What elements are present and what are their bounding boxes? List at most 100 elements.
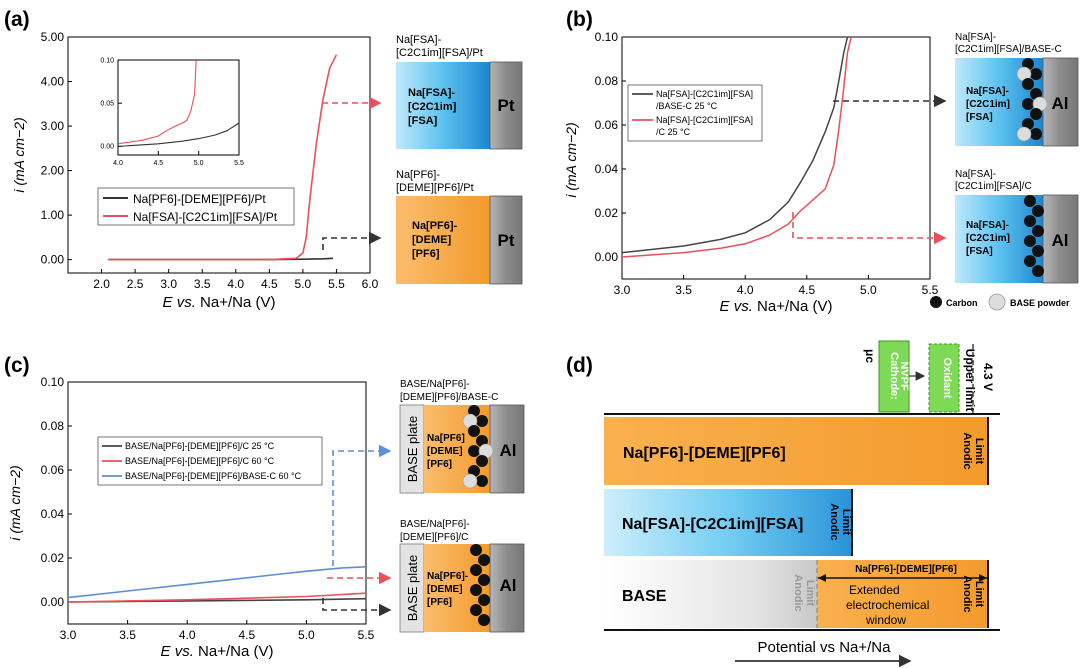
- panel-b-legend-0b: /BASE-C 25 °C: [656, 101, 718, 111]
- panel-a-cell-top-text-1: [C2C1im]: [408, 101, 457, 113]
- panel-b-x-tick-label: 5.0: [860, 283, 877, 297]
- panel-c-cell-top-metal: Al: [500, 441, 517, 460]
- panel-a-inset-y-tick-label: 0.10: [100, 57, 114, 64]
- panel-b-y-tick-label: 0.08: [595, 74, 619, 88]
- panel-c-x-tick-label: 3.0: [60, 628, 77, 642]
- panel-c-y-label: i (mA cm−2): [7, 465, 23, 540]
- panel-b-cell-bottom-text-0: Na[FSA]-: [966, 220, 1009, 231]
- panel-a-cell-top-electrode: [489, 61, 523, 150]
- panel-a-series: [108, 54, 338, 261]
- panel-c-letter: (c): [4, 354, 30, 377]
- panel-a-x-ticks: 2.0 2.5 3.0 3.5 4.0 4.5 5.0 5.5 6.0: [93, 269, 379, 291]
- bar-base-label: BASE: [622, 588, 667, 605]
- panel-c-plot-frame: [67, 381, 367, 625]
- panel-b-y-ticks: 0.00 0.02 0.04 0.06 0.08 0.10: [595, 30, 626, 264]
- panel-b-y-label: i (mA cm−2): [563, 122, 579, 197]
- base-powder-particle: [1016, 126, 1032, 142]
- panel-c-cell-bottom-metal: Al: [500, 576, 517, 595]
- carbon-particle: [468, 445, 480, 457]
- panel-c-cell-bottom-text-0: Na[PF6]-: [427, 571, 468, 582]
- panel-a-cell-bottom-title-1: [DEME][PF6]/Pt: [396, 182, 474, 194]
- panel-c-x-label: E vs. Na+/Na (V): [161, 643, 274, 660]
- panel-b-series-0-line: [621, 36, 849, 254]
- panel-a-inset-y-tick-label: 0.00: [100, 144, 114, 151]
- panel-a-inset-x-tick-label: 5.5: [234, 160, 244, 167]
- potential-axis-label: Potential vs Na+/Na: [758, 639, 892, 656]
- panel-c-legend-1: BASE/Na[PF6]-[DEME][PF6]/C 60 °C: [125, 456, 275, 466]
- panel-a-cell-top-text-2: [FSA]: [408, 115, 438, 127]
- panel-a-inset-series-1-line: [117, 59, 197, 145]
- panel-a-plot-frame: [67, 36, 371, 274]
- panel-c-series-1-line: [67, 592, 367, 603]
- panel-c-x-tick-label: 4.5: [238, 628, 255, 642]
- panel-b-legend-0a: Na[FSA]-[C2C1im][FSA]: [656, 89, 753, 99]
- panel-c-cell-top-plate-label: BASE plate: [405, 416, 420, 483]
- panel-c-cell-bottom-plate: [399, 543, 425, 633]
- panel-c-cell-top-title-1: [DEME][PF6]/BASE-C: [400, 392, 498, 403]
- panel-b-x-tick-label: 4.5: [798, 283, 815, 297]
- carbon-particle: [1030, 68, 1042, 80]
- panel-b-y-tick-label: 0.04: [595, 162, 619, 176]
- panel-a-x-tick-label: 5.0: [295, 277, 312, 291]
- panel-c-cell-top-particles: [462, 405, 494, 489]
- panel-b-x-tick-label: 3.0: [614, 283, 631, 297]
- carbon-particle: [478, 554, 490, 566]
- carbon-particle: [470, 604, 482, 616]
- panel-a-cell-top-electrolyte: [396, 62, 490, 149]
- bar-base-grey-limit-0: Anodic: [792, 574, 804, 611]
- carbon-particle: [470, 544, 482, 556]
- panel-c-cell-bottom-title-1: [DEME][PF6]/C: [400, 532, 468, 543]
- upper-limit-label: Upper limit: [963, 349, 977, 412]
- bar-base-limit-1: Limit: [973, 581, 985, 608]
- panel-b-cell-top-text-1: [C2C1im]: [966, 99, 1010, 110]
- carbon-particle: [1032, 265, 1044, 277]
- panel-c-legend: [97, 436, 323, 486]
- panel-a-cell-bottom-electrolyte: [396, 196, 490, 284]
- base-powder-particle: [462, 473, 478, 489]
- panel-a-cell-bottom-electrode: [489, 195, 523, 285]
- panel-b-cell-bottom-title-1: [C2C1im][FSA]/C: [955, 181, 1032, 192]
- panel-b-cell-bottom-particles: [1024, 195, 1044, 277]
- carbon-particle: [476, 475, 488, 487]
- cathode-nvpf-label: NVPF: [898, 361, 910, 391]
- carbon-key-label: Carbon: [946, 298, 978, 308]
- carbon-particle: [1022, 98, 1034, 110]
- panel-a-y-ticks: 0.00 1.00 2.00 3.00 4.00 5.00: [41, 30, 72, 267]
- panel-b-series: [621, 36, 852, 258]
- panel-a-y-tick-label: 5.00: [41, 30, 65, 44]
- bar-base-grey-limit-1: Limit: [804, 580, 816, 607]
- panel-a-legend-0: Na[PF6]-[DEME][PF6]/Pt: [133, 192, 266, 206]
- panel-a-letter: (a): [4, 8, 30, 31]
- panel-a-y-label: i (mA cm−2): [11, 117, 27, 192]
- panel-c-cell-top-plate: [399, 404, 425, 494]
- panel-a-cell-bottom-metal: Pt: [498, 231, 515, 250]
- panel-b-y-tick-label: 0.06: [595, 118, 619, 132]
- panel-b-y-tick-label: 0.02: [595, 206, 619, 220]
- panel-c-y-tick-label: 0.02: [41, 551, 65, 565]
- panel-a-inset-y-tick-label: 0.05: [100, 101, 114, 108]
- panel-c-series-2-line: [67, 566, 367, 599]
- panel-c-cell-top-electrode: [489, 404, 525, 494]
- panel-b-cell-top-particles: [1016, 58, 1048, 142]
- carbon-particle: [1024, 235, 1036, 247]
- panel-a: (a) 0.00 1.00 2.00 3.00 4.00 5.00 2.0 2.5 3.0 3.…: [4, 8, 523, 311]
- panel-b-cell-bottom-title-0: Na[FSA]-: [955, 169, 996, 180]
- voltage-label: 4.3 V: [981, 363, 995, 391]
- panel-b: (b) 0.00 0.02 0.04 0.06 0.08 0.10 3.0 3.5 4.0 4.…: [563, 8, 1079, 315]
- panel-a-y-tick-label: 2.00: [41, 164, 65, 178]
- panel-a-x-label: E vs. Na+/Na (V): [163, 294, 276, 311]
- bar-pf6-deme-limit-1: Limit: [973, 438, 985, 465]
- panel-a-inset-x-tick-label: 5.0: [194, 160, 204, 167]
- bar-base-window-text-2: window: [865, 613, 906, 627]
- panel-d-letter: (d): [566, 354, 593, 377]
- panel-c-arrow-top: [332, 444, 392, 566]
- panel-b-y-tick-label: 0.10: [595, 30, 619, 44]
- panel-b-legend-1b: /C 25 °C: [656, 127, 691, 137]
- panel-c-legend-0: BASE/Na[PF6]-[DEME][PF6]/C 25 °C: [125, 441, 275, 451]
- bar-fsa-c2c1im: [604, 489, 852, 556]
- panel-c-y-tick-label: 0.04: [41, 507, 65, 521]
- panel-c-cell-top-text-0: Na[PF6]: [427, 433, 465, 444]
- panel-c-cell-top-text-1: [DEME]: [427, 446, 463, 457]
- carbon-particle: [1024, 195, 1036, 207]
- carbon-particle: [1030, 108, 1042, 120]
